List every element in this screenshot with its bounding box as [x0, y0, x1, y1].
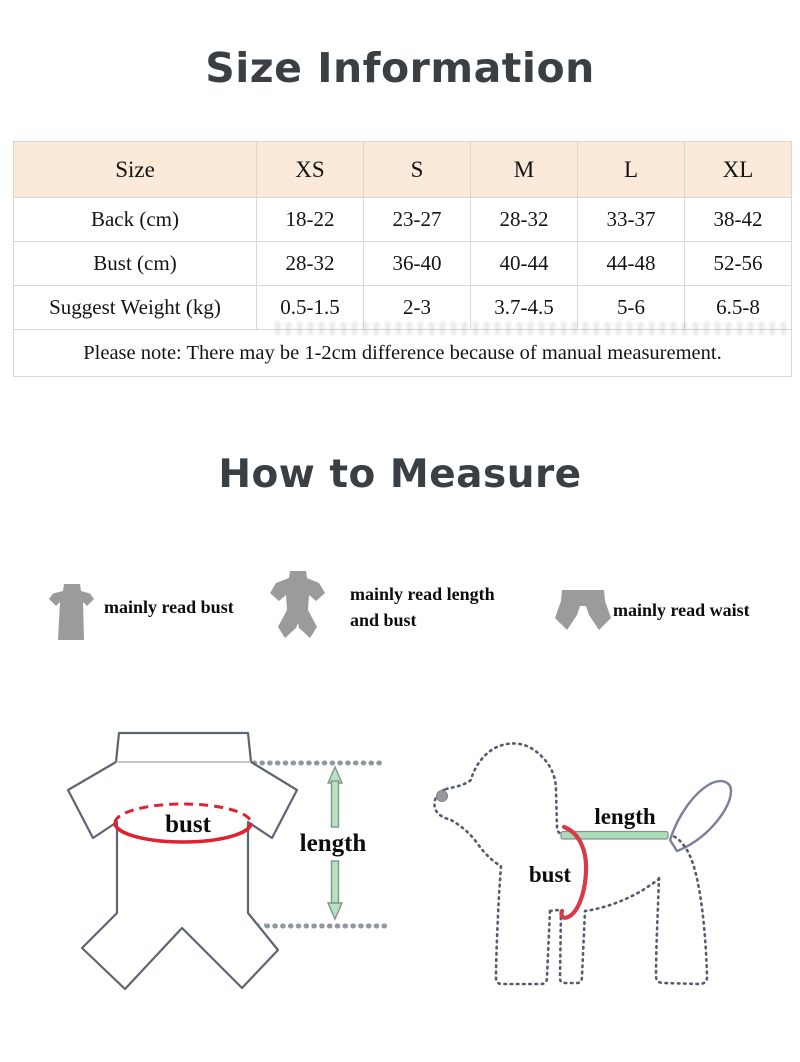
size-table-header-xl: XL [684, 141, 792, 198]
garment-length-label: length [300, 830, 367, 857]
size-table: Size XS S M L XL Back (cm) 18-22 23-27 2… [13, 141, 792, 377]
cell-value: 38-42 [684, 197, 792, 242]
size-table-header-xs: XS [256, 141, 364, 198]
dog-chest-front-leg-outline [433, 788, 552, 986]
legend-label-length-bust: mainly read length and bust [350, 584, 495, 631]
measurement-note: Please note: There may be 1-2cm differen… [13, 329, 792, 377]
cell-value: 18-22 [256, 197, 364, 242]
scan-artifact-band [275, 322, 790, 335]
row-label: Suggest Weight (kg) [13, 285, 257, 330]
cell-value: 33-37 [577, 197, 685, 242]
dog-pants-icon [555, 590, 611, 630]
garment-measure-diagram: bust length [66, 731, 389, 991]
table-note-row: Please note: There may be 1-2cm differen… [13, 329, 792, 377]
dog-bust-label: bust [529, 862, 572, 887]
bust-ellipse-bottom [113, 822, 253, 844]
cell-value: 44-48 [577, 241, 685, 286]
size-table-header-row: Size XS S M L XL [13, 141, 792, 198]
size-info-title: Size Information [205, 44, 595, 92]
row-label: Back (cm) [13, 197, 257, 242]
legend-label-waist: mainly read waist [613, 600, 750, 620]
cell-value: 36-40 [363, 241, 471, 286]
legend-label-bust: mainly read bust [104, 597, 234, 617]
bust-ellipse-top [113, 802, 253, 824]
cell-value: 6.5-8 [684, 285, 792, 330]
cell-value: 28-32 [470, 197, 578, 242]
row-label: Bust (cm) [13, 241, 257, 286]
size-table-header-s: S [363, 141, 471, 198]
how-to-measure-title: How to Measure [218, 452, 582, 497]
cell-value: 23-27 [363, 197, 471, 242]
table-row-back: Back (cm) 18-22 23-27 28-32 33-37 38-42 [13, 197, 792, 242]
dog-tail-outline [668, 780, 733, 853]
length-arrow-down-head [326, 902, 344, 921]
bust-measure-arc [559, 824, 589, 920]
dog-far-leg-belly-outline [548, 877, 661, 985]
table-row-bust: Bust (cm) 28-32 36-40 40-44 44-48 52-56 [13, 241, 792, 286]
garment-outline [66, 731, 299, 991]
length-arrow-down-shaft [330, 860, 340, 904]
cell-value: 40-44 [470, 241, 578, 286]
dog-length-label: length [594, 804, 656, 829]
length-arrow-up-shaft [330, 780, 340, 828]
size-table-header-l: L [577, 141, 685, 198]
dog-nose-dot [436, 790, 448, 802]
dog-vest-icon [49, 584, 94, 640]
table-row-weight: Suggest Weight (kg) 0.5-1.5 2-3 3.7-4.5 … [13, 285, 792, 330]
dog-head-outline [444, 742, 568, 837]
dog-hind-leg-outline [654, 833, 709, 986]
length-measure-bar [560, 830, 669, 840]
garment-bust-label: bust [165, 811, 212, 838]
cell-value: 3.7-4.5 [470, 285, 578, 330]
dog-jumpsuit-icon [270, 571, 325, 638]
cell-value: 52-56 [684, 241, 792, 286]
size-table-header-size: Size [13, 141, 257, 198]
cell-value: 28-32 [256, 241, 364, 286]
size-table-header-m: M [470, 141, 578, 198]
dog-measure-diagram: length bust [433, 742, 733, 986]
